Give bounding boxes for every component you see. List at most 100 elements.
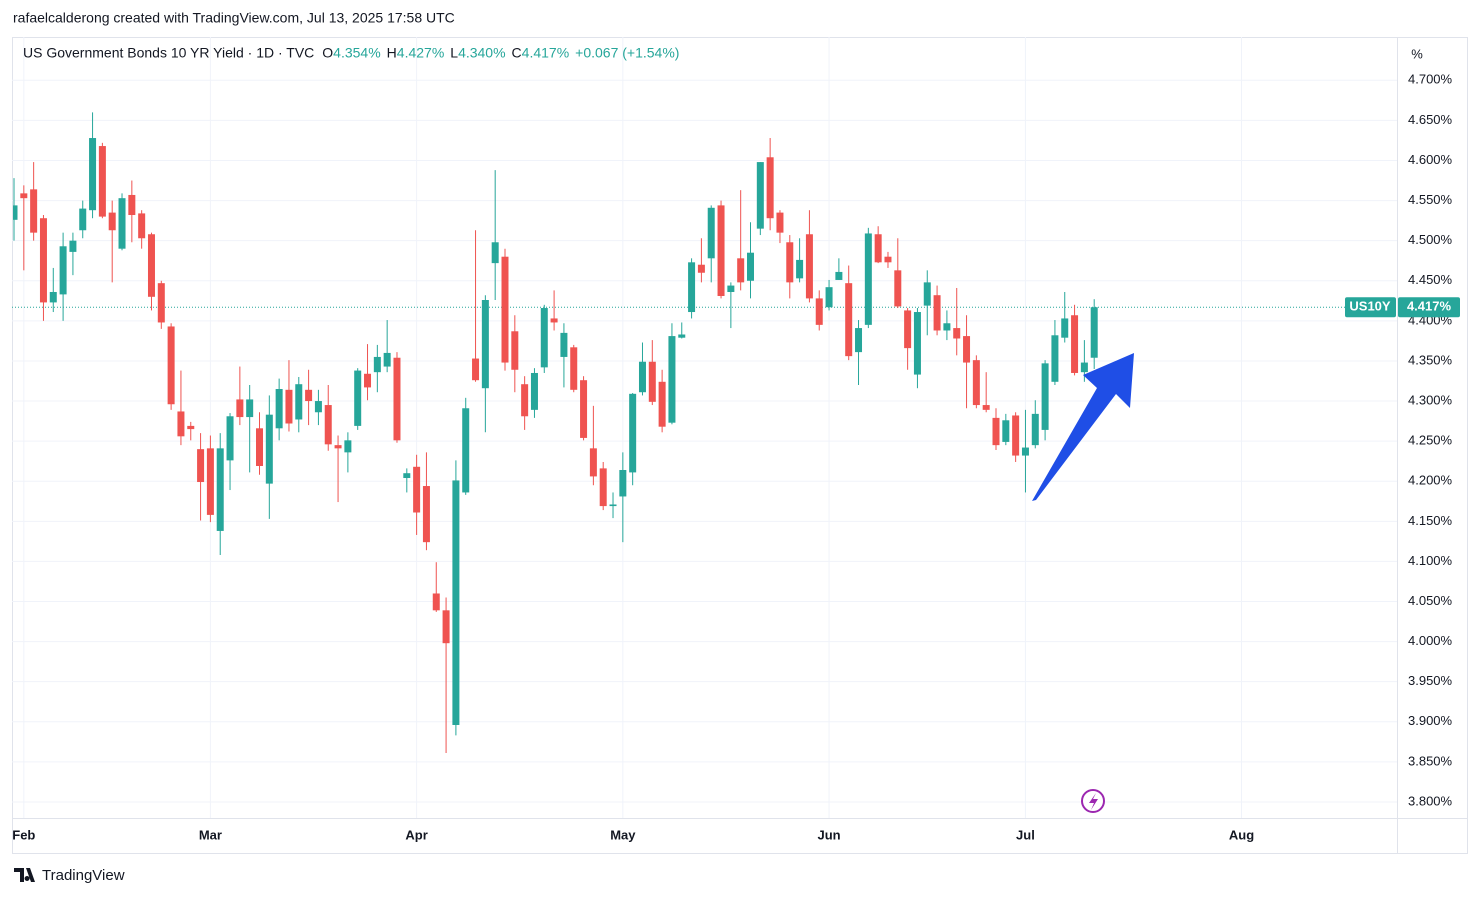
y-tick-label: 4.150% (1408, 513, 1453, 528)
chart-frame (12, 37, 1468, 854)
candle-body (570, 347, 578, 390)
candle-body (884, 256, 892, 263)
candle-body (638, 361, 646, 393)
candle-body (128, 194, 136, 216)
candle-body (256, 428, 263, 466)
candle-body (334, 445, 342, 449)
candle-body (668, 336, 676, 423)
candle-body (963, 336, 971, 363)
y-tick-label: 3.900% (1408, 713, 1453, 728)
legend-value: 4.340% (458, 45, 505, 61)
candle-body (874, 234, 882, 263)
candle-body (845, 283, 853, 357)
candle-body (89, 138, 97, 211)
scale-button-label[interactable]: % (1411, 46, 1423, 61)
candle-body (805, 234, 813, 299)
candle-body (324, 405, 332, 445)
candle-body (265, 414, 273, 484)
candle-body (226, 416, 234, 461)
grid: 3.800% 3.850% 3.900% 3.950% 4.000% 4.050% 4.10… (12, 37, 1453, 842)
candle-body (305, 389, 313, 402)
annotation-arrow (1032, 353, 1134, 501)
candle-body (20, 193, 28, 199)
x-tick-label: May (610, 827, 636, 842)
y-tick-label: 4.600% (1408, 152, 1453, 167)
candle-body (825, 287, 833, 308)
candle-body (49, 291, 57, 303)
candle-body (982, 405, 990, 410)
candle-body (413, 466, 421, 513)
symbol-tag-label: US10Y (1349, 299, 1391, 314)
y-tick-label: 3.950% (1408, 673, 1453, 688)
candle-body (246, 399, 254, 418)
legend: US Government Bonds 10 YR Yield · 1D · T… (23, 45, 679, 61)
candle-body (943, 323, 951, 331)
candle-body (403, 473, 411, 479)
legend-value: 4.354% (333, 45, 380, 61)
candle-body (491, 242, 499, 264)
candle-body (295, 384, 303, 420)
candle-body (560, 332, 568, 357)
legend-key: C (512, 45, 522, 61)
candle-body (766, 157, 774, 219)
x-tick-label: Mar (199, 827, 222, 842)
x-tick-label: Jul (1016, 827, 1035, 842)
candle-body (688, 262, 696, 313)
candle-body (393, 357, 401, 441)
y-tick-label: 4.100% (1408, 553, 1453, 568)
candle-body (521, 384, 529, 417)
y-tick-label: 4.250% (1408, 433, 1453, 448)
candle-body (373, 356, 381, 373)
candle-body (79, 208, 87, 231)
candle-body (599, 468, 607, 507)
x-tick-label: Feb (12, 827, 35, 842)
last-price-tag (1398, 297, 1460, 318)
candle-body (344, 440, 352, 453)
y-tick-label: 4.200% (1408, 473, 1453, 488)
scale-button[interactable] (1404, 42, 1430, 66)
candle-body (1051, 335, 1059, 382)
event-icon-bolt (1089, 793, 1098, 810)
candle-body (904, 310, 912, 349)
candle-body (354, 370, 362, 426)
candle-body (776, 212, 784, 233)
attribution: rafaelcalderong created with TradingView… (13, 10, 455, 26)
candle-body (913, 312, 921, 375)
candle-body (1071, 315, 1079, 373)
candle-body (1061, 318, 1069, 338)
candle-body (756, 162, 764, 229)
candle-body (138, 213, 146, 239)
y-tick-label: 3.800% (1408, 793, 1453, 808)
candle-body (98, 146, 106, 217)
symbol-tag (1345, 297, 1396, 318)
candle-body (452, 480, 460, 725)
candle-body (972, 360, 980, 406)
candle-body (619, 469, 627, 497)
candle-body (678, 334, 686, 338)
candle-body (609, 504, 617, 507)
candle-body (894, 270, 902, 307)
candle-body (364, 373, 372, 388)
candle-body (1031, 413, 1039, 446)
y-tick-label: 4.550% (1408, 192, 1453, 207)
candle-body (39, 218, 47, 303)
y-tick-label: 3.850% (1408, 753, 1453, 768)
y-tick-label: 4.500% (1408, 232, 1453, 247)
candle-body (167, 326, 175, 405)
candle-body (737, 258, 745, 283)
candles (13, 112, 1098, 754)
candle-body (629, 393, 637, 473)
candle-body (707, 207, 715, 259)
candle-body (648, 361, 656, 402)
candle-body (157, 283, 165, 323)
candle-body (462, 408, 470, 493)
candle-body (658, 381, 666, 427)
candle-body (285, 389, 293, 424)
candle-body (580, 380, 588, 438)
candle-body (481, 300, 489, 389)
y-tick-label: 4.650% (1408, 112, 1453, 127)
brand-name: TradingView (42, 867, 125, 884)
candle-body (177, 411, 185, 437)
